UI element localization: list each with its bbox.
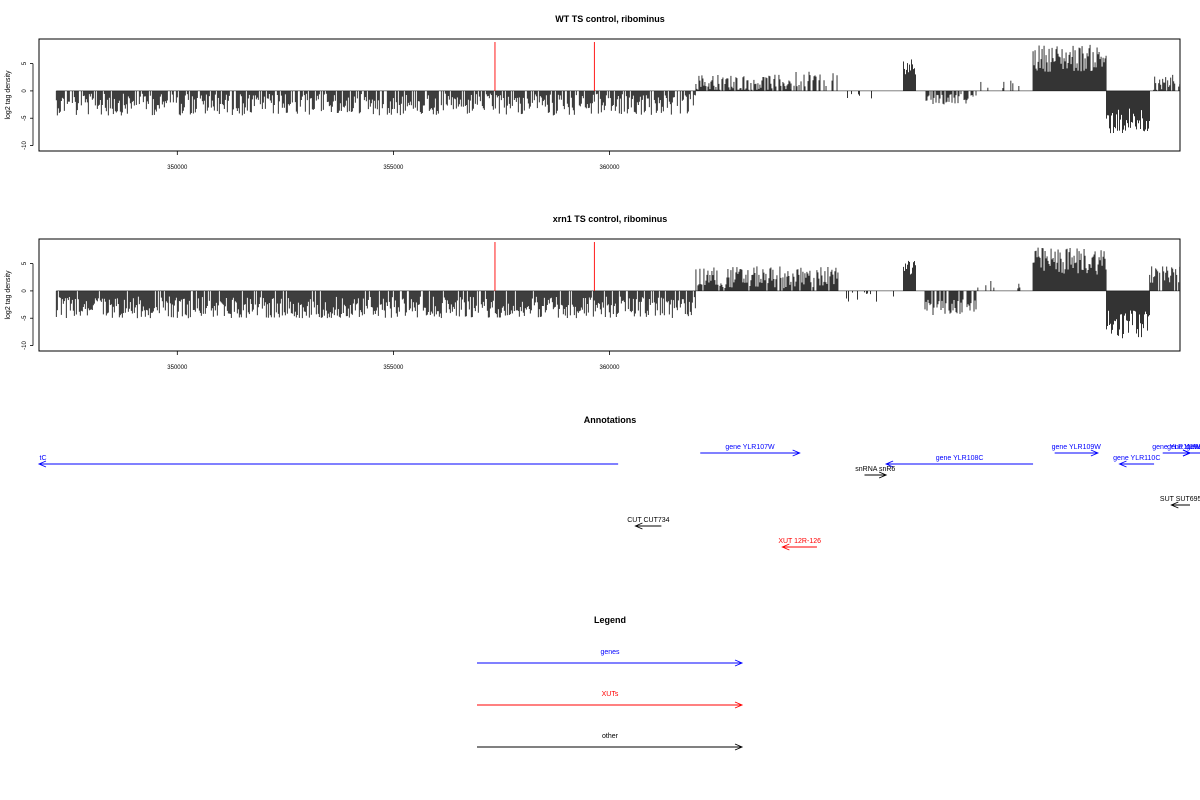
wt-panel-title: WT TS control, ribominus [555,14,665,24]
annotation-feature: gene YLR107W [700,444,801,457]
annotation-arrowhead [1118,460,1127,468]
annotation-feature: CUT CUT734 [627,517,670,530]
legend-arrowhead [734,659,744,667]
xrn1-y-tick-label: 5 [22,261,28,265]
legend-entry-other: other [477,733,744,751]
legend-arrowhead [734,743,744,751]
annotation-arrowhead [37,460,47,468]
legend: Legend genes XUTs other [477,615,744,751]
legend-label: other [602,733,619,740]
xrn1-x-ticks: 350000 355000 360000 [167,351,620,371]
annotation-label: gene YLR111W [1152,444,1200,451]
annotation-feature: gene YLR109W [1052,444,1102,457]
annotation-arrowhead [1170,501,1179,509]
annotations-track: Annotations tC gene YLR107W gene YLR108C sn… [37,415,1200,551]
annotation-arrowhead [878,471,888,479]
wt-y-axis-label: log2 tag density [5,70,12,120]
annotation-label: snRNA snR6 [855,466,895,473]
annotation-feature: tC [37,455,619,468]
annotation-feature: gene YLR113W [1182,444,1200,457]
wt-y-tick-label: -5 [22,115,28,121]
legend-arrowhead [734,701,744,709]
annotation-arrowhead [884,460,894,468]
legend-entry-xuts: XUTs [477,691,744,709]
wt-density-bars [55,44,1181,134]
xrn1-y-ticks: -10 -5 0 5 [22,261,34,350]
annotation-label: gene YLR110C [1113,455,1160,462]
xrn1-y-tick-label: 0 [22,289,28,293]
wt-y-ticks: -10 -5 0 5 [22,61,34,150]
xrn1-x-tick-label: 350000 [167,365,188,371]
annotation-label: XUT 12R-126 [778,538,821,545]
legend-label: genes [600,649,620,656]
xrn1-x-tick-label: 360000 [599,365,620,371]
annotation-label: SUT SUT695 [1160,496,1200,503]
xrn1-y-axis-label: log2 tag density [5,270,12,320]
wt-marker-lines [494,42,595,91]
xrn1-density-panel: xrn1 TS control, ribominus log2 tag dens… [5,214,1181,371]
annotation-feature: gene YLR110C [1113,455,1160,468]
wt-x-ticks: 350000 355000 360000 [167,151,620,171]
wt-plot-frame [38,38,1181,152]
xrn1-y-tick-label: -10 [22,341,28,350]
xrn1-marker-lines [494,242,595,291]
annotation-arrowhead [634,522,643,530]
annotation-feature: XUT 12R-126 [778,538,821,551]
wt-y-tick-label: 0 [22,89,28,93]
annotation-label: gene YLR109W [1052,444,1102,451]
wt-density-panel: WT TS control, ribominus log2 tag densit… [5,14,1181,171]
annotation-label: gene YLR112W [1167,444,1200,451]
annotation-label: tC [40,455,47,462]
annotation-arrowhead [1090,449,1100,457]
wt-x-tick-label: 360000 [599,165,620,171]
annotation-arrowhead [792,449,801,457]
xrn1-density-bars [55,247,1181,339]
legend-label: XUTs [602,691,619,698]
annotation-label: gene YLR113W [1187,444,1200,451]
annotation-label: CUT CUT734 [627,517,669,524]
annotation-feature: snRNA snR6 [855,466,895,479]
legend-entry-genes: genes [477,649,744,667]
legend-title: Legend [594,615,626,625]
annotation-feature: SUT SUT695 [1160,496,1200,509]
wt-y-tick-label: 5 [22,61,28,65]
annotation-feature: gene YLR108C [884,455,1034,468]
wt-y-tick-label: -10 [22,141,28,150]
wt-x-tick-label: 350000 [167,165,188,171]
xrn1-x-tick-label: 355000 [383,365,404,371]
annotation-label: gene YLR108C [936,455,984,462]
wt-x-tick-label: 355000 [383,165,404,171]
annotation-arrowhead [1182,449,1192,457]
xrn1-panel-title: xrn1 TS control, ribominus [553,214,668,224]
annotation-arrowhead [781,543,790,551]
annotations-title: Annotations [584,415,637,425]
xrn1-y-tick-label: -5 [22,315,28,321]
annotation-label: gene YLR107W [725,444,775,451]
